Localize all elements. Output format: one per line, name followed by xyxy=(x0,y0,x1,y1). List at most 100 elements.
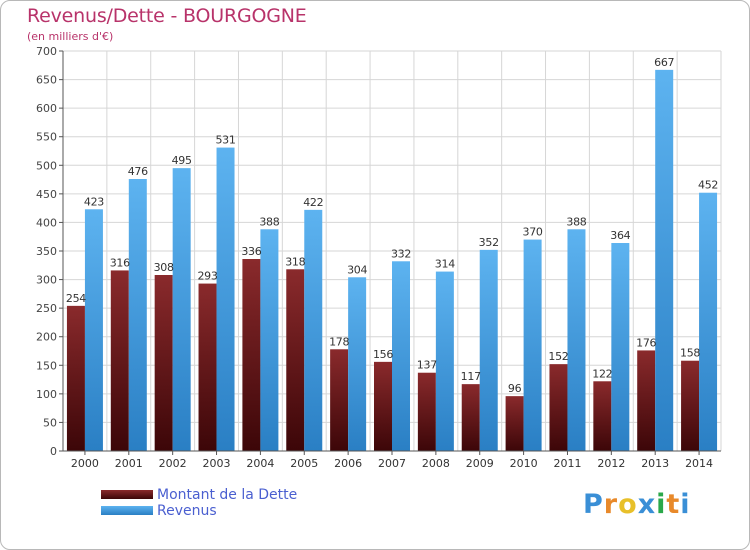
bar-revenue xyxy=(479,249,498,451)
data-label-revenue: 423 xyxy=(84,195,104,208)
y-tick-label: 300 xyxy=(36,274,57,287)
chart-subtitle: (en milliers d'€) xyxy=(27,30,114,43)
data-label-debt: 318 xyxy=(285,255,305,268)
y-tick-label: 600 xyxy=(36,102,57,115)
x-tick-label: 2012 xyxy=(597,457,625,470)
bar-revenue xyxy=(435,271,454,451)
legend-swatch-debt xyxy=(101,490,153,499)
bar-debt xyxy=(593,381,612,451)
bar-debt xyxy=(154,275,173,451)
y-tick-label: 0 xyxy=(50,445,57,458)
y-tick-label: 400 xyxy=(36,216,57,229)
logo-letter: i xyxy=(680,489,691,520)
y-tick-label: 650 xyxy=(36,74,57,87)
data-label-revenue: 370 xyxy=(523,226,543,239)
data-label-debt: 316 xyxy=(110,256,130,269)
logo-letter: P xyxy=(583,489,604,520)
bar-debt xyxy=(505,396,524,451)
x-tick-label: 2011 xyxy=(553,457,581,470)
logo-letter: i xyxy=(656,489,667,520)
data-label-revenue: 388 xyxy=(566,215,586,228)
data-label-revenue: 531 xyxy=(215,134,235,147)
bar-debt xyxy=(549,364,568,451)
y-tick-label: 200 xyxy=(36,331,57,344)
data-label-revenue: 495 xyxy=(172,154,192,167)
logo-letter: r xyxy=(603,489,619,520)
data-label-revenue: 352 xyxy=(479,236,499,249)
bar-layer xyxy=(66,69,718,452)
bar-revenue xyxy=(172,168,191,451)
proxiti-logo: Proxiti xyxy=(583,489,691,520)
bar-debt xyxy=(417,372,436,451)
data-label-debt: 158 xyxy=(680,347,700,360)
bar-debt xyxy=(681,360,700,451)
data-label-debt: 152 xyxy=(548,350,568,363)
logo-letter: t xyxy=(666,489,681,520)
bar-debt xyxy=(66,305,85,451)
bar-revenue xyxy=(304,209,323,451)
data-label-debt: 137 xyxy=(417,359,437,372)
data-label-debt: 254 xyxy=(66,292,86,305)
y-tick-label: 500 xyxy=(36,159,57,172)
bar-revenue xyxy=(216,147,235,452)
data-label-debt: 336 xyxy=(241,245,261,258)
bar-revenue xyxy=(128,179,147,451)
data-label-debt: 117 xyxy=(461,370,481,383)
chart-title: Revenus/Dette - BOURGOGNE xyxy=(27,5,307,27)
y-tick-label: 550 xyxy=(36,131,57,144)
data-label-revenue: 388 xyxy=(259,215,279,228)
data-label-revenue: 422 xyxy=(303,196,323,209)
x-tick-label: 2002 xyxy=(159,457,187,470)
axis-layer: 0 50 100 150 200 250 300 350 400 450 500 550 600 650 7… xyxy=(36,45,721,470)
y-tick-label: 150 xyxy=(36,359,57,372)
legend-swatch-revenue xyxy=(101,506,153,515)
data-label-revenue: 304 xyxy=(347,263,367,276)
legend-label-revenue: Revenus xyxy=(157,503,217,519)
data-label-debt: 293 xyxy=(197,270,217,283)
data-label-revenue: 476 xyxy=(128,165,148,178)
bar-revenue xyxy=(84,209,103,451)
data-label-revenue: 667 xyxy=(654,56,674,69)
y-tick-label: 700 xyxy=(36,45,57,58)
label-layer: 254 316 308 293 336 318 178 156 137 117 96 152 122 17… xyxy=(66,56,719,395)
data-label-revenue: 452 xyxy=(698,179,718,192)
x-tick-label: 2001 xyxy=(115,457,143,470)
bar-revenue xyxy=(655,69,674,451)
bar-debt xyxy=(461,384,480,451)
x-tick-label: 2005 xyxy=(290,457,318,470)
bar-debt xyxy=(330,349,349,451)
bar-debt xyxy=(110,270,129,451)
data-label-debt: 122 xyxy=(592,367,612,380)
x-tick-label: 2006 xyxy=(334,457,362,470)
legend-label-debt: Montant de la Dette xyxy=(157,487,298,503)
bar-debt xyxy=(374,361,392,451)
bar-revenue xyxy=(567,229,586,451)
logo-letter: x xyxy=(637,489,657,520)
bar-revenue xyxy=(699,192,718,451)
bar-revenue xyxy=(611,243,630,451)
data-label-debt: 176 xyxy=(636,336,656,349)
x-tick-label: 2014 xyxy=(685,457,713,470)
data-label-debt: 96 xyxy=(508,382,522,395)
x-tick-label: 2004 xyxy=(246,457,274,470)
bar-revenue xyxy=(260,229,279,451)
x-tick-label: 2009 xyxy=(466,457,494,470)
y-tick-label: 450 xyxy=(36,188,57,201)
data-label-revenue: 314 xyxy=(435,258,455,271)
bar-debt xyxy=(198,283,217,451)
x-tick-label: 2007 xyxy=(378,457,406,470)
x-tick-label: 2008 xyxy=(422,457,450,470)
data-label-debt: 308 xyxy=(154,261,174,274)
data-label-debt: 178 xyxy=(329,335,349,348)
y-tick-label: 100 xyxy=(36,388,57,401)
bar-debt xyxy=(242,259,261,451)
y-tick-label: 350 xyxy=(36,245,57,258)
data-label-revenue: 332 xyxy=(391,247,411,260)
data-label-revenue: 364 xyxy=(610,229,630,242)
bar-debt xyxy=(286,269,305,451)
y-tick-label: 50 xyxy=(43,416,57,429)
bar-revenue xyxy=(523,239,542,451)
x-tick-label: 2010 xyxy=(510,457,538,470)
